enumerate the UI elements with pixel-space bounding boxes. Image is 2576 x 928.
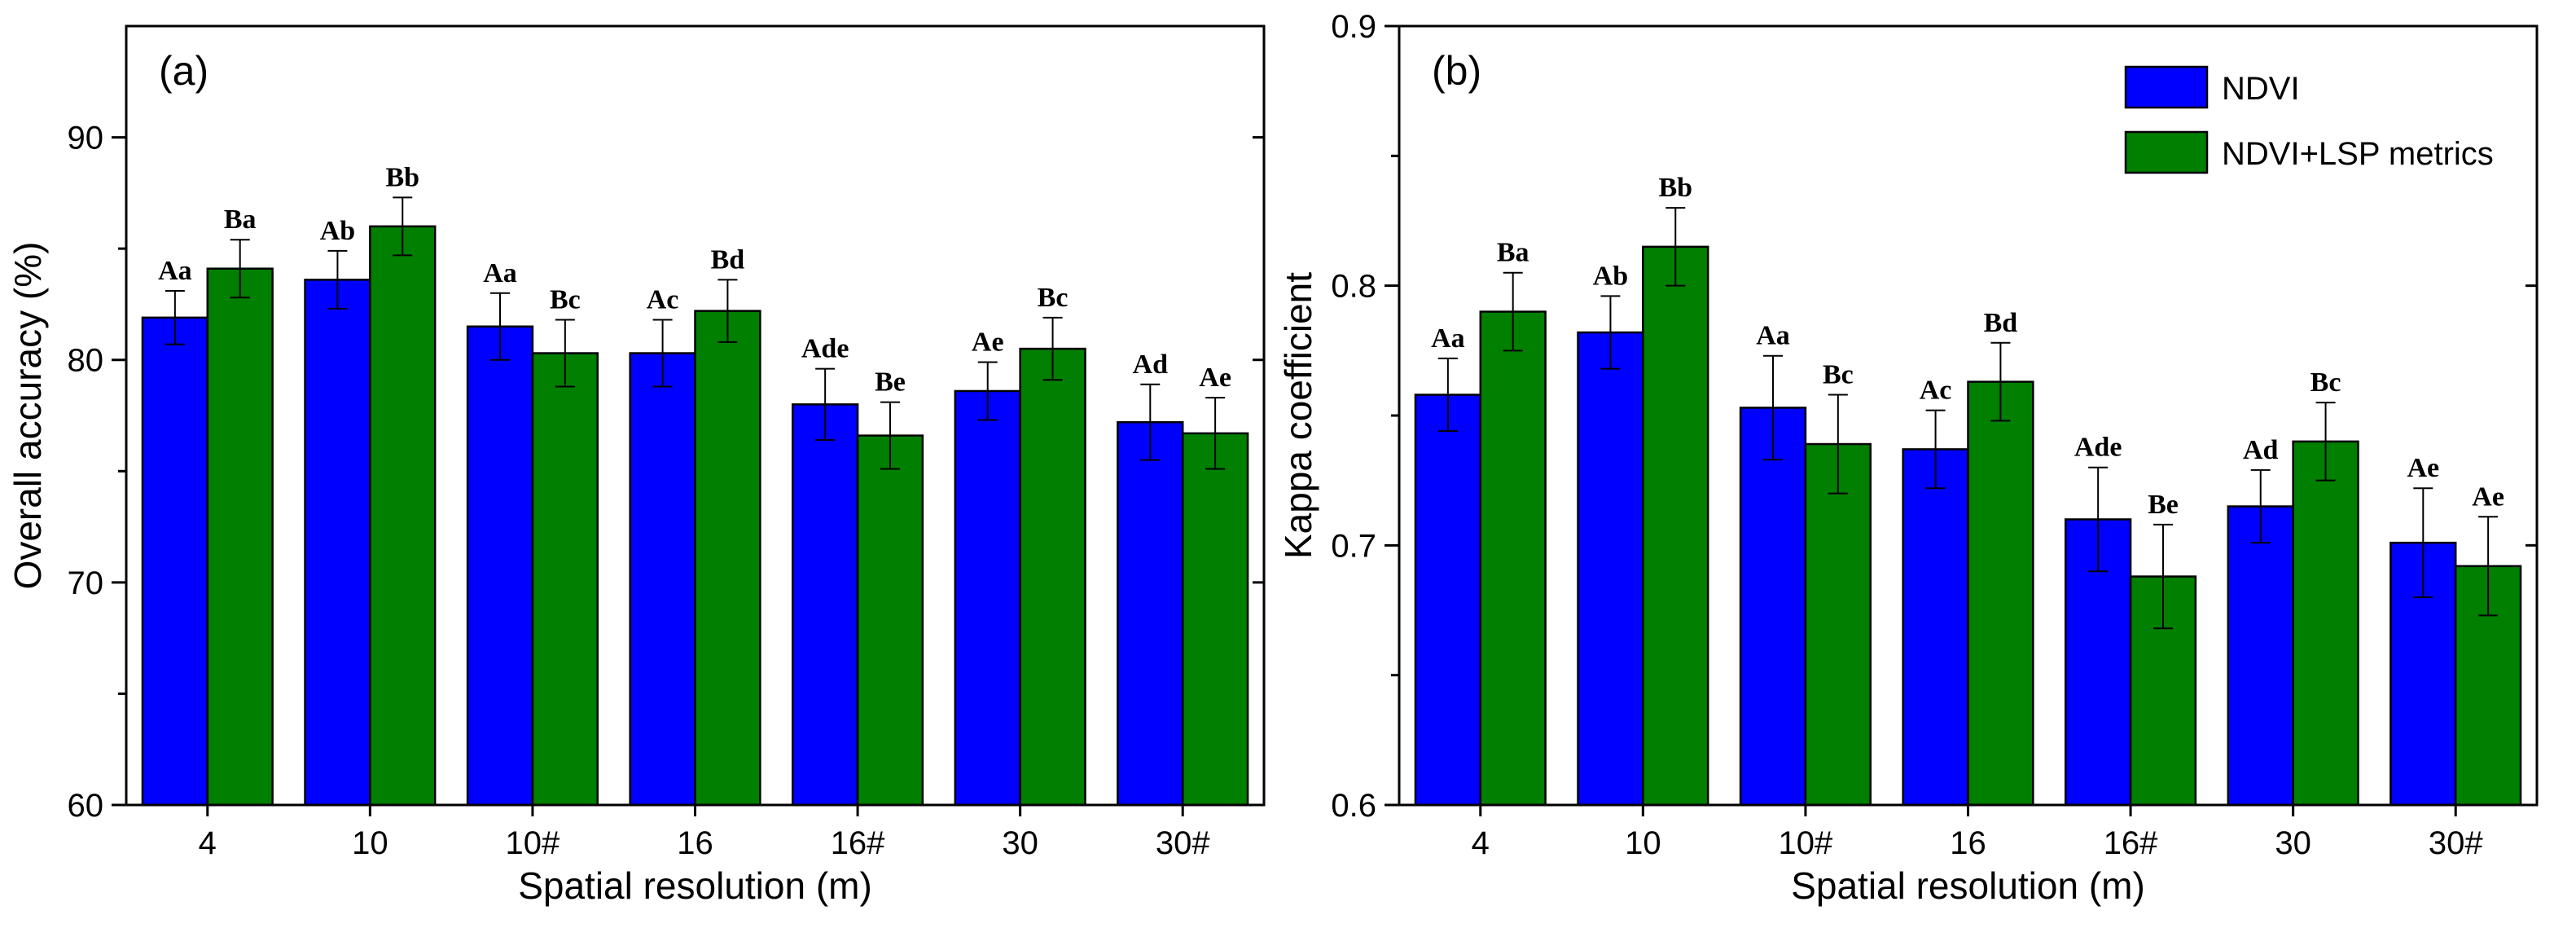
- bar-ndvi-10#: [1739, 407, 1807, 807]
- x-tick-label: 30#: [2429, 825, 2483, 861]
- bar-ndvi-lsp-10: [1642, 245, 1709, 807]
- significance-label: Ba: [224, 205, 257, 235]
- x-tick-label: 16#: [831, 825, 885, 861]
- bar-ndvi-30#: [1117, 420, 1184, 807]
- bar-ndvi-lsp-10#: [1804, 442, 1872, 807]
- bar-ndvi-30: [2227, 505, 2294, 807]
- x-tick-label: 30#: [1156, 825, 1210, 861]
- x-tick-label: 30: [1002, 825, 1038, 861]
- x-tick-label: 16: [677, 825, 713, 861]
- significance-label: Bc: [550, 285, 581, 315]
- legend: NDVI NDVI+LSP metrics: [2124, 65, 2494, 174]
- significance-label: Ab: [320, 216, 355, 246]
- bar-ndvi-16: [629, 352, 696, 807]
- legend-label-ndvi: NDVI: [2222, 71, 2300, 107]
- x-tick-label: 4: [199, 825, 217, 861]
- x-tick-label: 16: [1950, 825, 1986, 861]
- significance-label: Ade: [2074, 433, 2122, 463]
- bar-ndvi-lsp-10: [369, 225, 437, 807]
- y-tick-label: 90: [68, 121, 104, 156]
- bar-ndvi-30: [954, 389, 1021, 807]
- bar-ndvi-lsp-16: [1967, 380, 2034, 807]
- x-tick-label: 16#: [2104, 825, 2158, 861]
- chart-panel-a: 60 70 80 90 Aa Ba 4 Ab Bb 10 Aa Bc 10# Ac Bd 16 Ade Be 16#…: [7, 24, 1266, 907]
- significance-label: Bc: [1823, 360, 1854, 390]
- plot-frame: [125, 24, 1266, 807]
- x-tick-label: 10: [1625, 825, 1661, 861]
- significance-label: Ad: [1133, 350, 1169, 380]
- significance-label: Aa: [483, 258, 517, 288]
- significance-label: Ae: [1199, 363, 1231, 393]
- x-axis-title: Spatial resolution (m): [518, 864, 872, 907]
- significance-label: Bb: [385, 162, 419, 192]
- significance-label: Ae: [2407, 453, 2439, 483]
- x-tick-label: 4: [1472, 825, 1490, 861]
- bar-ndvi-10: [1577, 331, 1644, 807]
- significance-label: Bd: [1984, 308, 2018, 338]
- bar-ndvi-lsp-16#: [856, 434, 924, 807]
- y-tick-label: 0.8: [1331, 269, 1376, 305]
- legend-label-ndvi-lsp: NDVI+LSP metrics: [2222, 136, 2494, 172]
- y-axis-title: Kappa coefficient: [1277, 272, 1319, 559]
- significance-label: Aa: [1756, 321, 1790, 351]
- bar-ndvi-lsp-30: [1019, 347, 1086, 807]
- bar-ndvi-lsp-30: [2292, 440, 2359, 807]
- legend-swatch-ndvi-lsp: [2124, 130, 2209, 174]
- significance-label: Ad: [2243, 435, 2279, 465]
- y-tick-label: 70: [68, 565, 104, 601]
- bar-ndvi-16#: [791, 403, 859, 807]
- significance-label: Ae: [972, 327, 1004, 357]
- significance-label: Ac: [647, 285, 679, 315]
- panel-label: (b): [1432, 48, 1481, 94]
- y-tick-label: 0.9: [1331, 9, 1376, 45]
- x-axis-title: Spatial resolution (m): [1791, 864, 2145, 907]
- significance-label: Be: [875, 367, 906, 398]
- bar-ndvi-4: [1414, 394, 1482, 807]
- significance-label: Ae: [2472, 482, 2504, 512]
- x-tick-label: 10: [352, 825, 388, 861]
- y-tick-label: 80: [68, 343, 104, 379]
- significance-label: Be: [2148, 490, 2179, 520]
- significance-label: Ac: [1920, 376, 1952, 406]
- bar-ndvi-10#: [466, 325, 534, 807]
- significance-label: Aa: [158, 256, 192, 286]
- significance-label: Ba: [1497, 238, 1529, 268]
- significance-label: Bc: [1038, 283, 1069, 313]
- bar-ndvi-lsp-4: [1479, 310, 1547, 807]
- legend-swatch-ndvi: [2124, 65, 2209, 109]
- bar-ndvi-lsp-10#: [531, 352, 599, 807]
- panel-label: (a): [159, 48, 208, 94]
- significance-label: Ab: [1593, 261, 1628, 291]
- y-tick-label: 60: [68, 788, 104, 824]
- significance-label: Aa: [1431, 323, 1465, 354]
- plot-frame: [1398, 24, 2539, 807]
- bar-ndvi-10: [304, 279, 371, 807]
- bar-ndvi-lsp-4: [206, 267, 274, 807]
- bar-ndvi-lsp-16: [694, 310, 761, 807]
- bar-ndvi-4: [141, 316, 209, 807]
- bar-ndvi-16: [1902, 448, 1969, 807]
- bar-ndvi-lsp-30#: [1181, 432, 1249, 807]
- y-axis-title: Overall accuracy (%): [7, 242, 49, 590]
- x-tick-label: 30: [2275, 825, 2311, 861]
- significance-label: Bb: [1658, 173, 1692, 203]
- significance-label: Bc: [2311, 367, 2341, 398]
- chart-panel-b: 0.6 0.7 0.8 0.9 Aa Ba 4 Ab Bb 10 Aa Bc 10# Ac Bd 16 Ade B…: [1277, 9, 2539, 907]
- significance-label: Ade: [801, 334, 849, 364]
- y-tick-label: 0.7: [1331, 528, 1376, 564]
- x-tick-label: 10#: [1779, 825, 1833, 861]
- significance-label: Bd: [711, 244, 745, 275]
- y-tick-label: 0.6: [1331, 788, 1376, 824]
- x-tick-label: 10#: [506, 825, 560, 861]
